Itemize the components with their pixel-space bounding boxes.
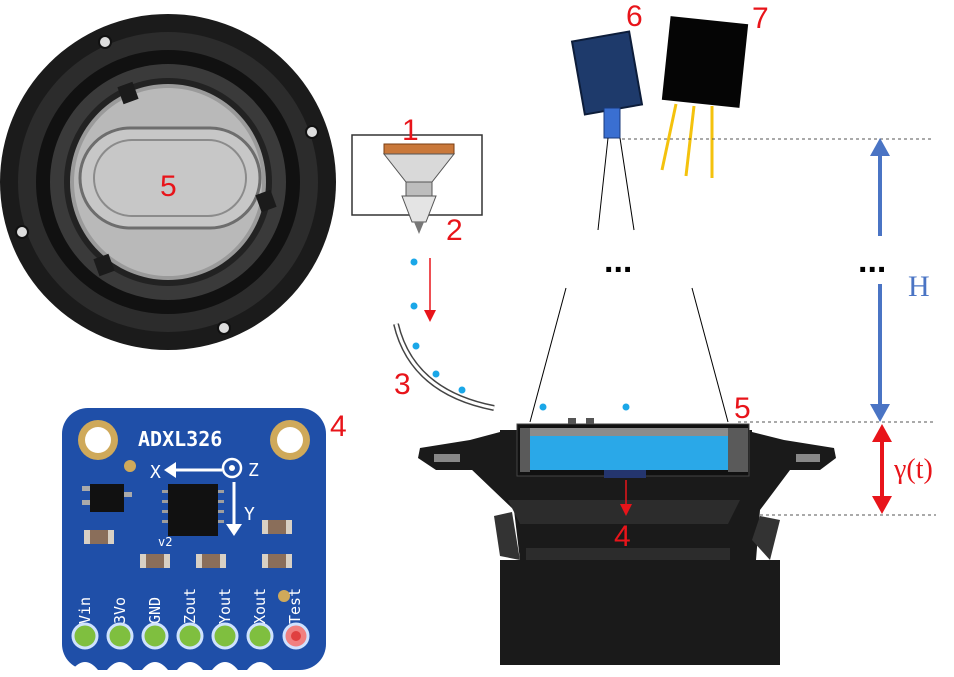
camera-callout: 6 bbox=[626, 0, 643, 33]
board-chip-name: ADXL326 bbox=[138, 427, 222, 451]
height-dimension: ... H bbox=[858, 138, 930, 422]
pin-label-3vo: 3Vo bbox=[111, 597, 129, 624]
pin-label-vin: Vin bbox=[76, 597, 94, 624]
board-pins bbox=[71, 622, 310, 650]
container-callout-side: 5 bbox=[734, 392, 751, 425]
pin-label-yout: Yout bbox=[216, 588, 234, 624]
light-callout: 7 bbox=[752, 2, 769, 35]
droplet-path: 3 bbox=[393, 258, 630, 411]
displacement-label: γ(t) bbox=[893, 454, 933, 485]
piezo-callout: 1 bbox=[402, 114, 419, 147]
accelerometer-callout-board: 4 bbox=[330, 410, 347, 443]
axis-x-label: X bbox=[150, 462, 161, 483]
board-pin-labels: Vin 3Vo GND Zout Yout Xout Test bbox=[76, 588, 304, 624]
displacement-dimension: γ(t) bbox=[872, 424, 933, 514]
pin-label-gnd: GND bbox=[146, 597, 164, 624]
camera: 6 bbox=[570, 0, 644, 139]
axis-z-label: Z bbox=[248, 460, 259, 481]
axis-y-label: Y bbox=[244, 504, 255, 525]
field-of-view: ... bbox=[529, 137, 729, 423]
light-source: 7 bbox=[660, 2, 769, 178]
accelerometer-callout-side: 4 bbox=[614, 520, 631, 553]
speaker-top-view: 5 bbox=[0, 14, 336, 350]
droplet-generator: 1 2 bbox=[351, 114, 483, 247]
height-ellipsis: ... bbox=[858, 242, 886, 280]
container-callout-top: 5 bbox=[160, 170, 177, 203]
nozzle-callout: 2 bbox=[446, 214, 463, 247]
pin-label-zout: Zout bbox=[181, 588, 199, 624]
height-label: H bbox=[908, 270, 930, 303]
accelerometer-board: ADXL326 X Z Y v2 bbox=[62, 408, 347, 670]
board-version: v2 bbox=[158, 535, 172, 549]
deflector-callout: 3 bbox=[394, 368, 411, 401]
speaker-side-view: 5 4 bbox=[418, 392, 836, 665]
pin-label-xout: Xout bbox=[251, 588, 269, 624]
pin-label-test: Test bbox=[286, 588, 304, 624]
fov-ellipsis: ... bbox=[604, 242, 632, 280]
